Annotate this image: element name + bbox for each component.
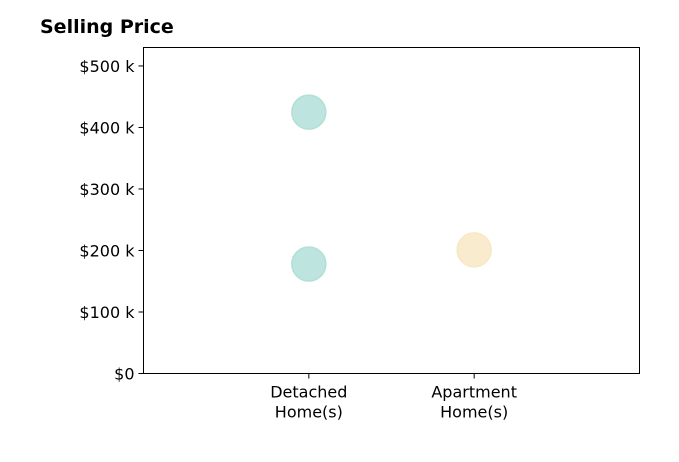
data-point: [291, 94, 327, 130]
y-tick-label: $500 k: [79, 57, 135, 76]
y-axis: $0 $100 k $200 k $300 k $400 k $500 k: [79, 57, 144, 384]
x-tick-label: Apartment: [431, 383, 517, 402]
chart-title: Selling Price: [40, 16, 174, 38]
x-tick-label: Home(s): [440, 403, 508, 422]
x-tick-label: Home(s): [275, 403, 343, 422]
y-tick-label: $100 k: [79, 303, 135, 322]
y-tick-label: $300 k: [79, 180, 135, 199]
data-point: [291, 246, 327, 282]
plot-area-frame: [143, 47, 640, 374]
y-tick-label: $200 k: [79, 241, 135, 260]
y-tick-label: $400 k: [79, 118, 135, 137]
y-tick-label: $0: [114, 365, 134, 384]
data-point: [456, 232, 492, 268]
data-points: [291, 94, 492, 282]
x-tick-label: Detached: [270, 383, 347, 402]
